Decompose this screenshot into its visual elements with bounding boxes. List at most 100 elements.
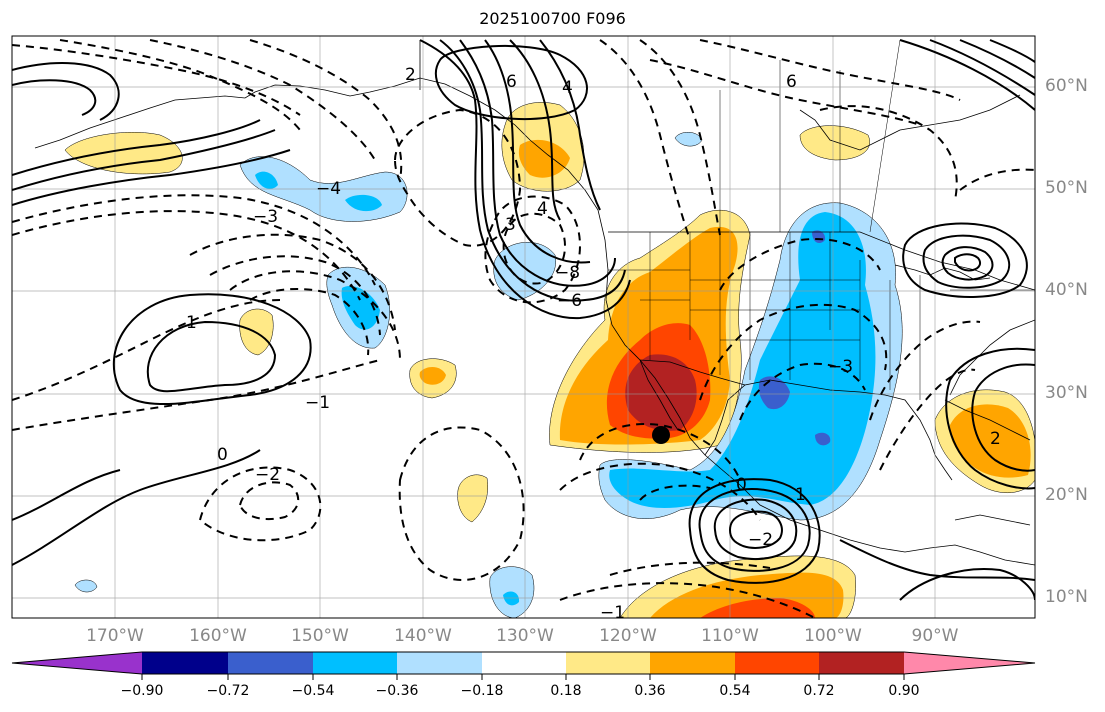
coast-alaska-aleutians	[34, 77, 599, 211]
contour-nw-2	[12, 79, 97, 116]
contour-label: −1	[600, 603, 625, 623]
contour-ne-3	[959, 39, 1035, 79]
location-marker	[652, 426, 670, 444]
dash-east-3	[959, 168, 1035, 191]
contour-label: 0	[736, 475, 747, 495]
coast-baja	[639, 359, 679, 431]
colorbar-tick-label: −0.90	[120, 683, 164, 699]
contour-hurricane-3	[713, 498, 798, 560]
shade-royal-plains	[758, 376, 790, 410]
contours-dashed	[12, 39, 1035, 618]
contour-sw-1	[12, 449, 261, 566]
contour-ridge-6	[539, 39, 601, 211]
dash-pac-low-2	[502, 212, 566, 285]
dash-plains-3	[739, 362, 866, 421]
dash-sw-3	[639, 484, 711, 501]
contour-label: −2	[748, 530, 773, 550]
lon-label: 160°W	[189, 626, 247, 646]
lon-label: 120°W	[599, 626, 657, 646]
dash-alaska-2	[59, 39, 301, 131]
contour-east-low-3	[941, 246, 994, 281]
dash-tropic-2	[609, 561, 771, 576]
lon-label: 130°W	[496, 626, 554, 646]
contour-label: −2	[255, 465, 280, 485]
contour-ridge-2	[439, 39, 626, 302]
contour-east-low-2	[922, 234, 1011, 289]
shade-lightblue-hudson	[674, 132, 703, 147]
contour-se-2	[971, 363, 1035, 472]
dash-centpac-3	[198, 466, 322, 542]
dash-canada-1	[649, 59, 921, 126]
contour-ne-2	[929, 39, 1035, 96]
contour-label: 0	[217, 445, 228, 465]
contour-high-6	[434, 44, 588, 121]
coast-gulf	[704, 379, 953, 481]
contour-north-3	[12, 149, 291, 206]
coast-westcoast	[597, 209, 1035, 566]
contour-low-subtrop2	[146, 320, 277, 393]
contour-se-1	[945, 347, 1035, 490]
contour-label: −3	[253, 207, 278, 227]
colorbar-tick-label: 0.18	[550, 683, 582, 699]
shaded-fields	[64, 102, 1035, 618]
contour-north-1	[12, 119, 261, 176]
border-us-mexico	[639, 359, 746, 386]
contour-label: 4	[537, 199, 548, 219]
contour-ridge-1	[419, 39, 631, 320]
contour-label: 2	[990, 429, 1001, 449]
lon-label: 110°W	[701, 626, 759, 646]
colorbar	[11, 651, 1036, 680]
colorbar-swatch	[566, 652, 650, 674]
state-borders	[608, 39, 1035, 400]
colorbar-swatch	[735, 652, 819, 674]
contour-label: −4	[316, 179, 341, 199]
contour-label: −1	[305, 393, 330, 413]
lat-label: 30°N	[1045, 383, 1088, 403]
contour-ridge-3	[459, 39, 616, 287]
shade-darkred-sw	[625, 354, 697, 431]
contour-label: 2	[405, 65, 416, 85]
coastlines	[34, 40, 1035, 566]
colorbar-tick-label: 0.54	[719, 683, 751, 699]
coast-hudson	[799, 94, 1021, 151]
lat-label: 60°N	[1045, 76, 1088, 96]
lat-label: 50°N	[1045, 178, 1088, 198]
shade-blue-gulfak	[255, 171, 278, 189]
contour-ridge-5	[509, 39, 561, 221]
shade-orange-alaska	[518, 139, 570, 178]
coast-cuba	[954, 514, 1031, 526]
colorbar-tick-label: −0.18	[460, 683, 504, 699]
contour-nw-1	[12, 62, 120, 121]
shade-blue-plains	[609, 212, 876, 508]
contour-hurricane-4	[728, 510, 783, 549]
colorbar-tick-label: 0.36	[634, 683, 666, 699]
dash-sw-2	[559, 462, 761, 521]
border-us-canada	[608, 231, 1035, 291]
colorbar-swatch	[650, 652, 735, 674]
shade-yellow-trop	[457, 474, 488, 523]
lon-label: 100°W	[804, 626, 862, 646]
dash-plains-2	[699, 303, 888, 401]
dash-centpac-5	[398, 426, 525, 581]
gridlines	[12, 36, 1035, 618]
colorbar-swatch	[228, 652, 313, 674]
lat-label: 10°N	[1045, 587, 1088, 607]
coast-florida	[944, 399, 1031, 441]
shade-royal-plains2	[815, 432, 831, 446]
contour-hurricane-2	[688, 478, 821, 584]
shade-blue-gulfak2	[345, 194, 382, 212]
contour-sw-2	[12, 469, 121, 521]
contour-label: −3	[828, 357, 853, 377]
dash-gulfak-4	[209, 255, 381, 336]
colorbar-tick-label: −0.72	[206, 683, 250, 699]
dash-tropic-1	[559, 582, 816, 618]
contour-label: 6	[786, 72, 797, 92]
contour-ne-1	[899, 39, 1035, 111]
dash-gulf-east-1	[869, 320, 981, 421]
contour-label: 4	[562, 78, 573, 98]
colorbar-extend-min	[12, 652, 142, 674]
contour-label: 1	[186, 313, 197, 333]
dash-sw-1	[579, 423, 741, 481]
dash-gulfak-1	[12, 210, 361, 301]
